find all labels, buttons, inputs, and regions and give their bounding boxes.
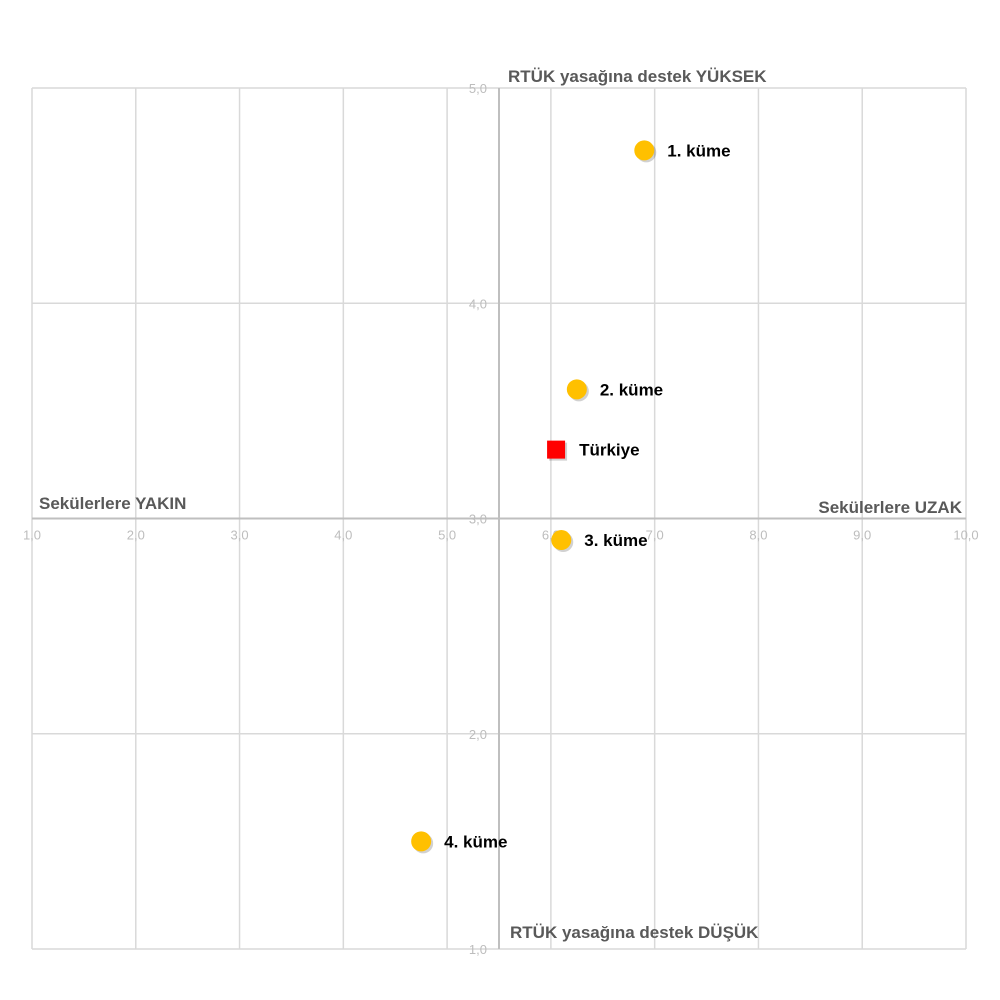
y-tick-label: 1,0: [469, 942, 487, 957]
y-tick-label: 2,0: [469, 727, 487, 742]
x-tick-label: 9,0: [853, 528, 871, 543]
tick-labels: 1,0 2,0 3,0 4,0 5,0 6,0 7,0 8,0 9,0 10,01,02,03,0…: [23, 81, 979, 957]
point-label: Türkiye: [579, 441, 639, 460]
point-marker: [411, 831, 432, 852]
y-tick-label: 4,0: [469, 296, 487, 311]
x-tick-label: 2,0: [127, 528, 145, 543]
data-points: 1. küme 2. küme Türkiye 3. küme 4. küme: [411, 140, 731, 854]
y-tick-label: 5,0: [469, 81, 487, 96]
x-tick-label: 7,0: [646, 528, 664, 543]
x-tick-label: 8,0: [749, 528, 767, 543]
axes: [32, 88, 966, 949]
y-tick-label: 3,0: [469, 512, 487, 527]
left-axis-label: Sekülerlere YAKIN: [39, 494, 186, 513]
point-label: 2. küme: [600, 380, 663, 399]
point-marker: [634, 140, 655, 161]
point-label: 4. küme: [444, 832, 507, 851]
x-tick-label: 10,0: [953, 528, 978, 543]
x-tick-label: 5,0: [438, 528, 456, 543]
x-tick-label: 3,0: [231, 528, 249, 543]
point-label: 1. küme: [667, 141, 730, 160]
point-label: 3. küme: [584, 531, 647, 550]
x-tick-label: 1,0: [23, 528, 41, 543]
point-marker: [566, 379, 587, 400]
bottom-axis-label: RTÜK yasağına destek DÜŞÜK: [510, 923, 759, 942]
top-axis-label: RTÜK yasağına destek YÜKSEK: [508, 67, 767, 86]
point-square: [547, 440, 566, 459]
right-axis-label: Sekülerlere UZAK: [818, 498, 962, 517]
point-marker: [551, 530, 572, 551]
x-tick-label: 4,0: [334, 528, 352, 543]
